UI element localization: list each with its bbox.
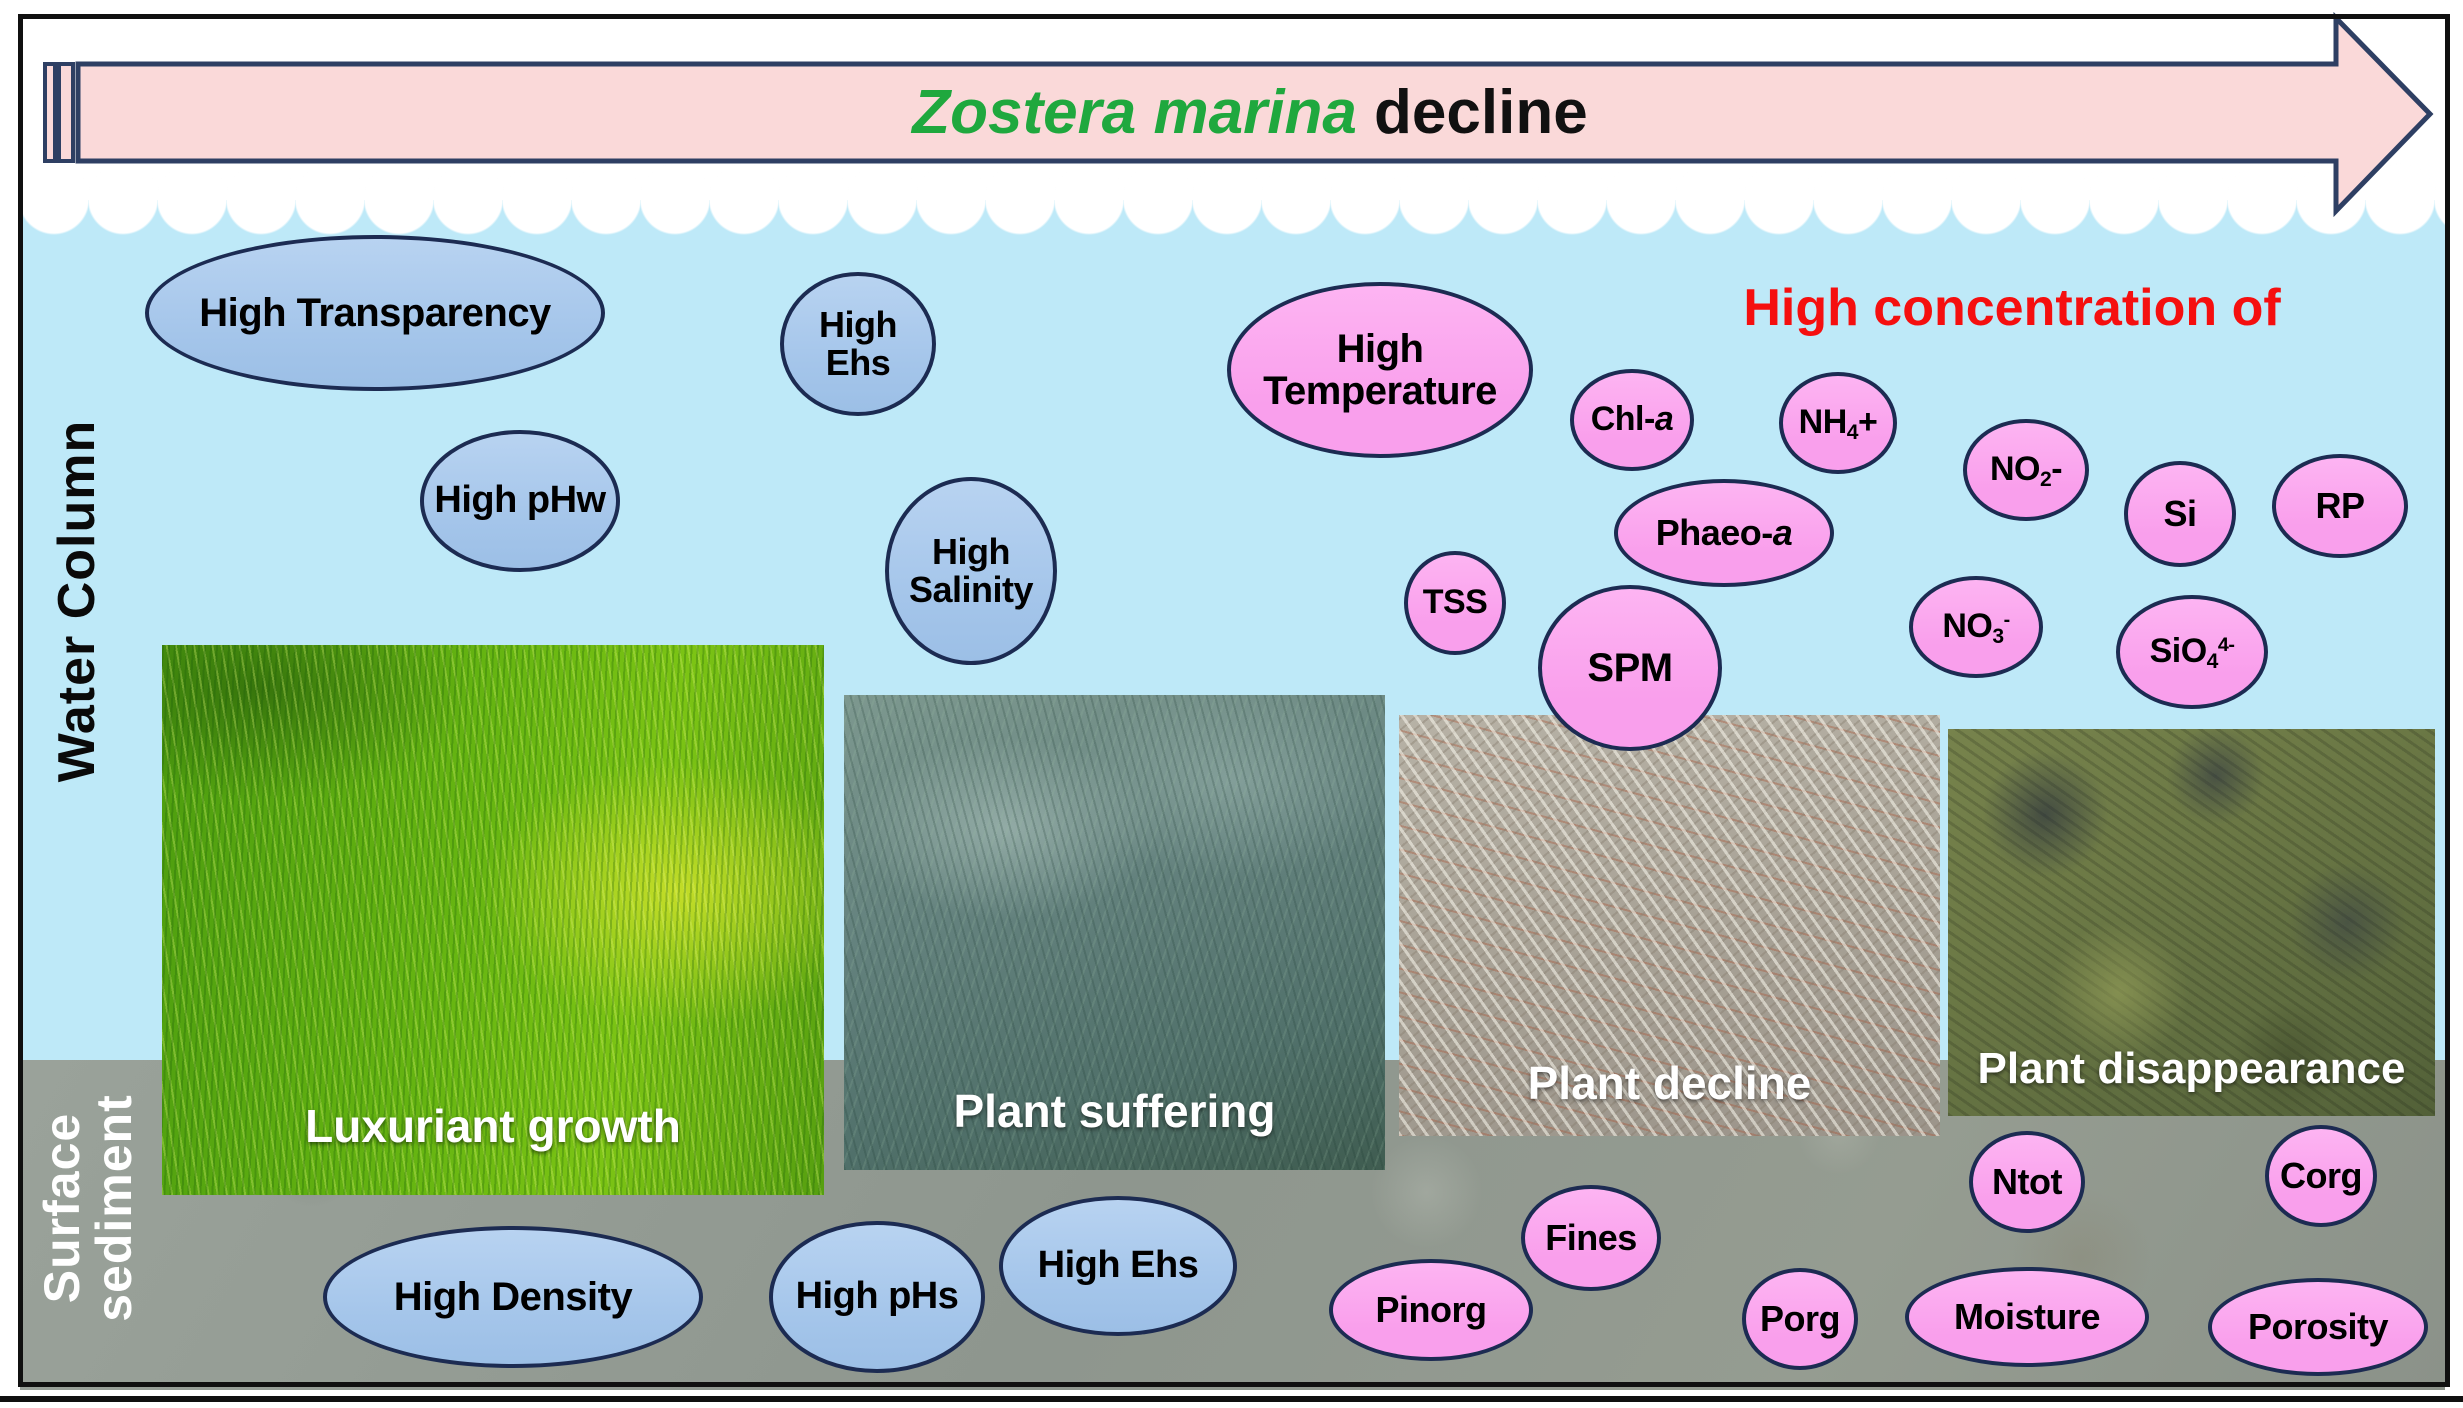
ellipse-si-label: Si (2163, 493, 2197, 535)
ellipse-high-phw: High pHw (420, 430, 620, 572)
ellipse-phaeo-a-label: Phaeo-a (1656, 514, 1793, 552)
ellipse-high-density-label: High Density (393, 1275, 633, 1319)
ellipse-pinorg: Pinorg (1329, 1259, 1533, 1361)
ellipse-pinorg-label: Pinorg (1375, 1289, 1488, 1331)
ellipse-rp-label: RP (2315, 485, 2365, 527)
ellipse-high-phw-label: High pHw (434, 479, 606, 522)
arrow-title-species: Zostera marina (912, 78, 1357, 147)
ellipse-spm-label: SPM (1587, 646, 1673, 690)
water-column-label-text: Water Column (48, 419, 106, 783)
nh4-post: + (1857, 403, 1878, 442)
ellipse-corg-label: Corg (2280, 1155, 2363, 1197)
ellipse-high-phs-label: High pHs (795, 1275, 959, 1318)
ellipse-chl-a: Chl-a (1570, 369, 1694, 471)
surface-sediment-label-line1: Surface (34, 1112, 90, 1304)
phaeo-a-italic: a (1772, 512, 1793, 554)
arrow-title: Zostera marina decline (850, 64, 1650, 161)
surface-sediment-label-line2: sediment (86, 1094, 142, 1322)
ellipse-high-ehs-water: High Ehs (780, 272, 936, 416)
photo-plant-decline: Plant decline (1399, 715, 1940, 1136)
ellipse-sio4-label: SiO44- (2149, 632, 2235, 674)
ellipse-sio4: SiO44- (2116, 595, 2268, 709)
ellipse-fines-label: Fines (1545, 1217, 1637, 1259)
sio4-sub: 4 (2206, 650, 2219, 674)
ellipse-porg-label: Porg (1759, 1298, 1841, 1340)
no2-post: - (2051, 450, 2063, 489)
ellipse-porosity-label: Porosity (2247, 1306, 2389, 1348)
ellipse-high-temperature: High Temperature (1227, 282, 1533, 458)
ellipse-high-salinity: High Salinity (885, 477, 1057, 665)
ellipse-ntot-label: Ntot (1992, 1161, 2062, 1203)
water-column-label: Water Column (47, 411, 107, 791)
ellipse-corg: Corg (2265, 1125, 2377, 1227)
ellipse-nh4: NH4+ (1779, 372, 1897, 474)
arrow-tail-bar-1 (43, 62, 57, 163)
no2-sub: 2 (2039, 468, 2052, 492)
photo-plant-disappearance: Plant disappearance (1948, 729, 2435, 1116)
ellipse-si: Si (2124, 461, 2236, 567)
ellipse-moisture-label: Moisture (1953, 1296, 2101, 1338)
ellipse-chl-a-label: Chl-a (1590, 400, 1674, 439)
ellipse-rp: RP (2272, 454, 2408, 558)
arrow-tail-bar-2 (57, 62, 75, 163)
ellipse-high-density: High Density (323, 1226, 703, 1368)
chl-a-italic: a (1654, 400, 1674, 439)
no2-pre: NO (1989, 450, 2041, 489)
ellipse-high-phs: High pHs (769, 1221, 985, 1373)
ellipse-phaeo-a: Phaeo-a (1614, 479, 1834, 587)
ellipse-porg: Porg (1742, 1268, 1858, 1370)
water-surface-waves (20, 161, 2445, 241)
nh4-pre: NH (1798, 403, 1848, 442)
ellipse-fines: Fines (1521, 1185, 1661, 1291)
ellipse-porosity: Porosity (2208, 1278, 2428, 1376)
ellipse-high-ehs-sediment-label: High Ehs (1037, 1244, 1199, 1287)
figure-bottom-rule (0, 1396, 2463, 1402)
photo-caption-plant-decline: Plant decline (1527, 1057, 1812, 1109)
ellipse-high-ehs-sediment: High Ehs (999, 1196, 1237, 1336)
ellipse-high-temperature-line2: Temperature (1263, 369, 1497, 413)
phaeo-a-pre: Phaeo- (1655, 512, 1774, 554)
surface-sediment-label: Surface sediment (34, 1058, 142, 1358)
nh4-sub: 4 (1846, 421, 1859, 445)
decline-arrow (43, 11, 2434, 218)
ellipse-spm: SPM (1538, 585, 1722, 751)
ellipse-high-ehs-water-label: High Ehs (819, 304, 897, 383)
photo-caption-plant-disappearance: Plant disappearance (1977, 1044, 2406, 1093)
ellipse-high-salinity-line2: Salinity (908, 569, 1034, 610)
photo-luxuriant-growth: Luxuriant growth (162, 645, 824, 1195)
ellipse-no3-label: NO3- (1942, 607, 2011, 649)
high-concentration-heading: High concentration of (1743, 279, 2281, 337)
ellipse-no3: NO3- (1909, 576, 2043, 678)
chl-a-pre: Chl- (1590, 400, 1656, 439)
sio4-pre: SiO (2149, 632, 2208, 671)
sio4-sup: 4- (2217, 634, 2235, 657)
ellipse-high-temperature-line1: High (1336, 327, 1424, 371)
arrow-body (75, 11, 2434, 218)
photo-plant-suffering: Plant suffering (844, 695, 1385, 1170)
ellipse-no2: NO2- (1963, 419, 2089, 521)
ellipse-ntot: Ntot (1969, 1131, 2085, 1233)
ellipse-tss: TSS (1404, 551, 1506, 655)
photo-caption-plant-suffering: Plant suffering (953, 1085, 1276, 1137)
ellipse-high-transparency-label: High Transparency (199, 291, 551, 335)
no3-sub: 3 (1992, 625, 2004, 649)
ellipse-moisture: Moisture (1905, 1267, 2149, 1367)
photo-caption-luxuriant-growth: Luxuriant growth (305, 1100, 681, 1152)
ellipse-no2-label: NO2- (1989, 450, 2063, 492)
arrow-title-plain: decline (1356, 78, 1588, 147)
ellipse-tss-label: TSS (1422, 583, 1488, 622)
ellipse-high-transparency: High Transparency (145, 235, 605, 391)
no3-sup: - (2003, 609, 2011, 632)
ellipse-nh4-label: NH4+ (1798, 403, 1878, 445)
ellipse-high-salinity-line1: High (932, 531, 1010, 573)
no3-pre: NO (1942, 607, 1993, 646)
